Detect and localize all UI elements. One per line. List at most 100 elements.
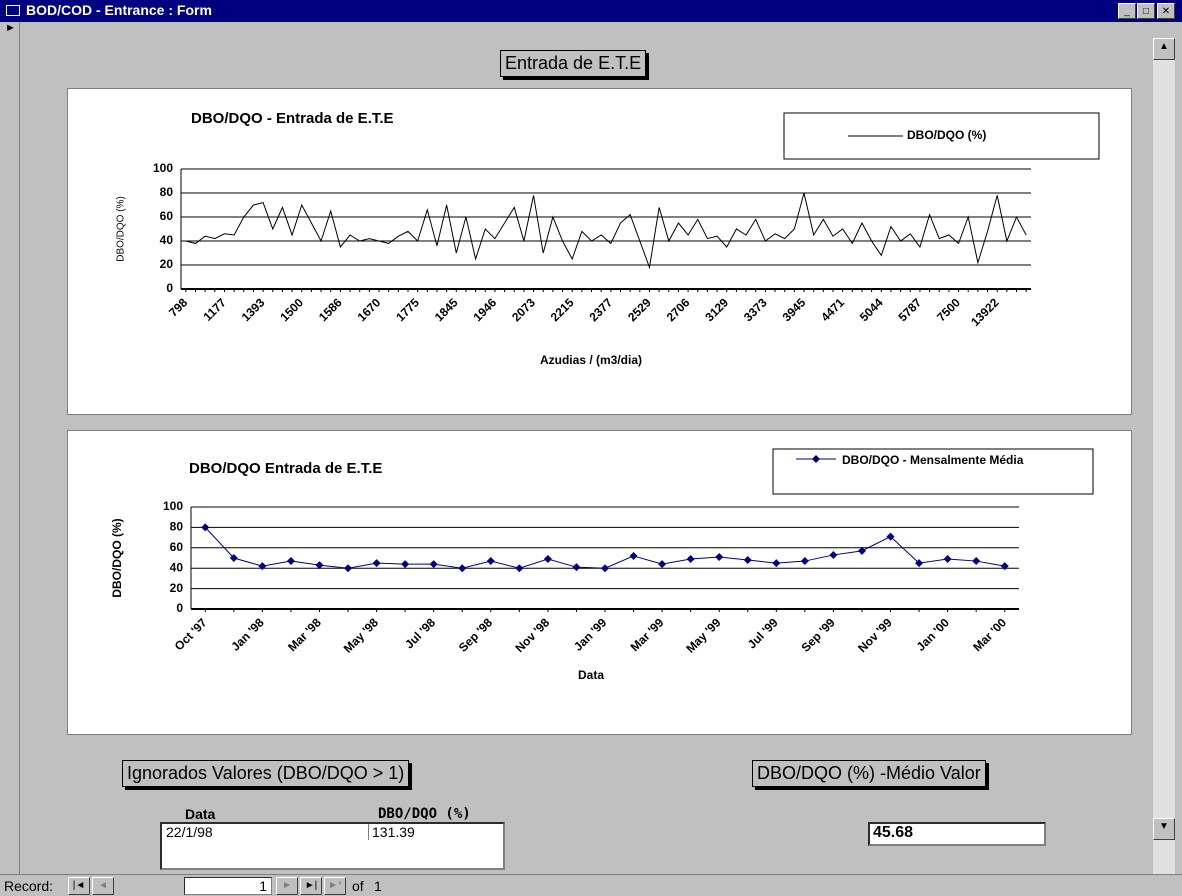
x-tick-label: 4471 xyxy=(818,295,847,324)
ignored-title: Ignorados Valores (DBO/DQO > 1) xyxy=(122,760,410,787)
x-tick-label: May '99 xyxy=(683,615,723,655)
record-number[interactable]: 1 xyxy=(184,877,272,895)
data-point xyxy=(486,557,495,566)
close-button[interactable]: ✕ xyxy=(1157,3,1175,19)
next-record[interactable]: ► xyxy=(276,877,298,895)
data-point xyxy=(372,559,381,568)
x-tick-label: 1393 xyxy=(239,295,268,324)
x-tick-label: Nov '99 xyxy=(855,615,895,655)
ignored-list[interactable]: 22/1/98 131.39 xyxy=(160,822,505,870)
column-header: DBO/DQO (%) xyxy=(378,806,471,822)
data-point xyxy=(743,556,752,565)
record-bar: Record: |◄ ◄ 1 ► ►| ►* of 1 xyxy=(0,874,1182,896)
legend-box xyxy=(772,448,1094,495)
y-axis-label: DBO/DQO (%) xyxy=(110,518,124,597)
data-point xyxy=(572,563,581,572)
x-tick-label: 2073 xyxy=(509,295,538,324)
column-header: Data xyxy=(185,806,216,822)
x-tick-label: Sep '99 xyxy=(799,615,839,655)
data-point xyxy=(715,552,724,561)
data-point xyxy=(543,555,552,564)
data-point xyxy=(286,557,295,566)
x-tick-label: 1946 xyxy=(471,295,500,324)
maximize-button[interactable]: □ xyxy=(1137,3,1155,19)
x-tick-label: Mar '99 xyxy=(628,615,667,654)
list-cell: 131.39 xyxy=(368,824,415,840)
y-tick-label: 80 xyxy=(170,520,184,534)
data-point xyxy=(258,562,267,571)
record-selector[interactable]: ► xyxy=(0,22,20,874)
data-point xyxy=(344,564,353,573)
current-record-arrow: ► xyxy=(5,22,16,34)
x-tick-label: 3945 xyxy=(780,295,809,324)
x-tick-label: 2377 xyxy=(586,295,615,324)
legend-marker xyxy=(812,455,820,463)
data-point xyxy=(429,560,438,569)
y-tick-label: 100 xyxy=(153,161,173,175)
window-title: BOD/COD - Entrance : Form xyxy=(26,2,212,18)
y-tick-label: 20 xyxy=(170,581,184,595)
scroll-up[interactable]: ▲ xyxy=(1153,38,1175,60)
x-tick-label: 2215 xyxy=(548,295,577,324)
data-point xyxy=(1000,562,1009,571)
x-tick-label: Mar '00 xyxy=(970,615,1009,654)
y-tick-label: 60 xyxy=(170,540,184,554)
x-tick-label: May '98 xyxy=(341,615,381,655)
record-total: 1 xyxy=(374,878,382,894)
x-tick-label: 13922 xyxy=(968,295,1002,329)
record-label: Record: xyxy=(4,878,54,894)
x-tick-label: Jan '98 xyxy=(228,615,267,654)
x-tick-label: 5787 xyxy=(896,295,925,324)
new-record[interactable]: ►* xyxy=(324,877,346,895)
data-point xyxy=(972,557,981,566)
data-point xyxy=(857,546,866,555)
data-point xyxy=(686,555,695,564)
list-cell: 22/1/98 xyxy=(166,824,213,840)
data-point xyxy=(229,554,238,562)
data-line xyxy=(185,192,1027,270)
minimize-button[interactable]: _ xyxy=(1118,3,1136,19)
x-tick-label: 3129 xyxy=(702,295,731,324)
x-tick-label: 2529 xyxy=(625,295,654,324)
chart-title: DBO/DQO Entrada de E.T.E xyxy=(189,460,382,477)
x-tick-label: Jan '00 xyxy=(914,615,953,654)
previous-record[interactable]: ◄ xyxy=(92,877,114,895)
data-point xyxy=(315,561,324,570)
y-tick-label: 0 xyxy=(176,601,183,615)
x-tick-label: 1775 xyxy=(393,295,422,324)
data-point xyxy=(629,551,638,560)
y-tick-label: 40 xyxy=(160,233,174,247)
scroll-down[interactable]: ▼ xyxy=(1153,818,1175,840)
y-tick-label: 0 xyxy=(166,281,173,295)
average-value[interactable]: 45.68 xyxy=(868,822,1046,846)
x-tick-label: Nov '98 xyxy=(513,615,553,655)
data-point xyxy=(943,555,952,564)
x-tick-label: 798 xyxy=(166,295,190,319)
scrollbar[interactable]: ▲ ▼ xyxy=(1153,38,1175,874)
legend-label: DBO/DQO (%) xyxy=(907,128,986,142)
x-tick-label: Oct '97 xyxy=(172,615,210,653)
legend-box xyxy=(783,112,1100,160)
data-point xyxy=(458,564,467,573)
y-tick-label: 40 xyxy=(170,560,184,574)
x-tick-label: 1586 xyxy=(316,295,345,324)
y-tick-label: 60 xyxy=(160,209,174,223)
first-record[interactable]: |◄ xyxy=(68,877,90,895)
data-point xyxy=(515,564,524,573)
x-tick-label: 5044 xyxy=(857,295,886,324)
x-tick-label: 7500 xyxy=(934,295,963,324)
y-tick-label: 80 xyxy=(160,185,174,199)
x-tick-label: Jan '99 xyxy=(571,615,610,654)
data-point xyxy=(915,559,924,568)
data-point xyxy=(658,560,667,569)
x-tick-label: Sep '98 xyxy=(456,615,496,655)
last-record[interactable]: ►| xyxy=(300,877,322,895)
data-point xyxy=(800,557,809,566)
x-tick-label: Jul '99 xyxy=(745,615,781,651)
x-tick-label: Mar '98 xyxy=(285,615,324,654)
data-point xyxy=(886,532,895,541)
x-axis-label: Azudias / (m3/dia) xyxy=(540,353,642,367)
legend-label: DBO/DQO - Mensalmente Média xyxy=(842,453,1024,467)
chart-title: DBO/DQO - Entrada de E.T.E xyxy=(191,110,394,127)
